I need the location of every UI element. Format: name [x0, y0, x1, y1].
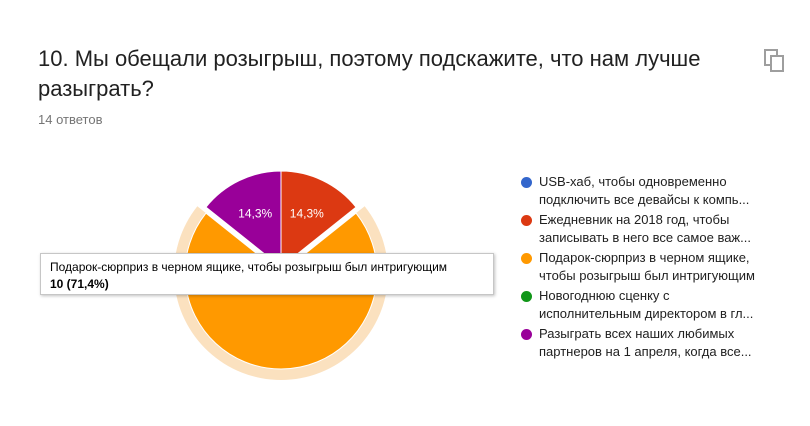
response-count: 14 ответов	[38, 112, 103, 127]
legend-label: USB-хаб, чтобы одновременно подключить вс…	[539, 174, 750, 207]
legend-color-dot	[521, 215, 532, 226]
legend-item[interactable]: Подарок-сюрприз в черном ящике, чтобы роз…	[521, 249, 771, 285]
copy-icon[interactable]	[764, 49, 786, 73]
legend-label: Новогоднюю сценку с исполнительным директ…	[539, 288, 754, 321]
legend-item[interactable]: USB-хаб, чтобы одновременно подключить вс…	[521, 173, 771, 209]
legend-label: Подарок-сюрприз в черном ящике, чтобы роз…	[539, 250, 755, 283]
pie-slice[interactable]	[280, 170, 357, 269]
legend-label: Разыграть всех наших любимых партнеров на…	[539, 326, 752, 359]
tooltip-label: Подарок-сюрприз в черном ящике, чтобы ро…	[50, 260, 448, 274]
legend-color-dot	[521, 329, 532, 340]
question-title: 10. Мы обещали розыгрыш, поэтому подскаж…	[38, 46, 701, 101]
legend-color-dot	[521, 253, 532, 264]
pie-slice-label: 14,3%	[290, 206, 324, 220]
chart-tooltip: Подарок-сюрприз в черном ящике, чтобы ро…	[40, 253, 494, 295]
legend-color-dot	[521, 177, 532, 188]
legend-label: Ежедневник на 2018 год, чтобы записывать …	[539, 212, 751, 245]
pie-slice[interactable]	[205, 170, 282, 269]
legend-item[interactable]: Ежедневник на 2018 год, чтобы записывать …	[521, 211, 771, 247]
tooltip-value: 10 (71,4%)	[50, 277, 109, 291]
legend-item[interactable]: Новогоднюю сценку с исполнительным директ…	[521, 287, 771, 323]
legend-color-dot	[521, 291, 532, 302]
legend-item[interactable]: Разыграть всех наших любимых партнеров на…	[521, 325, 771, 361]
pie-slice-label: 14,3%	[238, 206, 272, 220]
chart-legend: USB-хаб, чтобы одновременно подключить вс…	[521, 173, 771, 363]
